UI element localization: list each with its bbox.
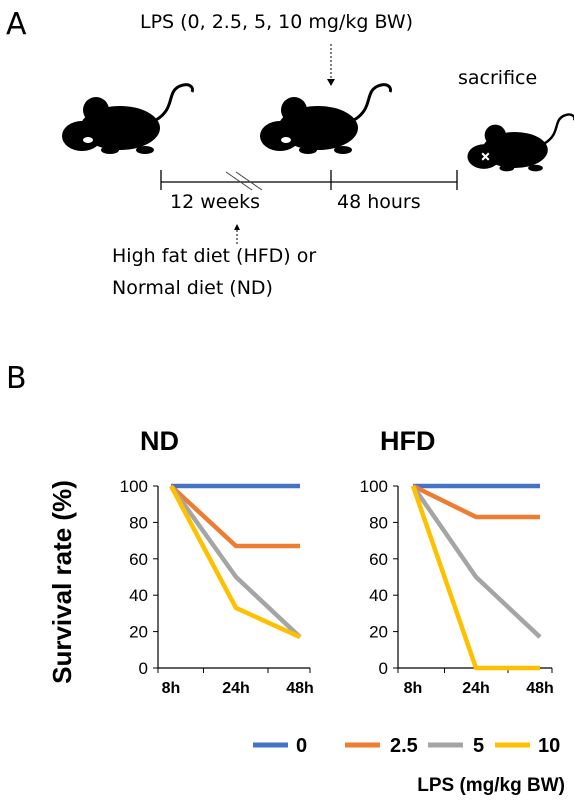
period-12-weeks: 12 weeks [170,191,260,213]
y-tick-label: 60 [369,550,388,569]
y-tick-label: 40 [369,586,388,605]
lps-arrow-head [327,79,335,86]
legend-entry: 10 [538,735,560,757]
y-tick-label: 20 [129,623,148,642]
series-line-2-5 [412,483,540,520]
period-48-hours: 48 hours [337,191,421,213]
x-tick-label: 24h [462,680,490,697]
y-tick-label: 100 [360,477,388,496]
legend-unit-label: LPS (mg/kg BW) [417,775,565,796]
mouse-start-icon [60,83,194,156]
chart-hfd: HFD 0 20 40 60 80 100 8h 24h 48h [360,426,554,697]
legend-entry: 2.5 [390,735,418,757]
chart-title: HFD [380,426,436,456]
y-axis-label: Survival rate (%) [47,480,77,684]
y-tick-label: 100 [120,477,148,496]
legend-entry: 0 [296,735,307,757]
sacrifice-text: sacrifice [458,67,537,89]
x-tick-label: 8h [162,680,181,697]
y-tick-label: 80 [369,513,388,532]
mouse-lps-icon [258,83,392,156]
panel-b-label: B [6,361,27,396]
series-line-10 [410,485,540,671]
y-tick-label: 40 [129,586,148,605]
mouse-sacrificed-icon [466,113,574,173]
diet-line-1: High fat diet (HFD) or [112,245,316,267]
y-tick-label: 20 [369,623,388,642]
x-tick-label: 24h [222,680,250,697]
y-tick-label: 80 [129,513,148,532]
chart-title: ND [140,426,179,456]
diet-line-2: Normal diet (ND) [112,277,273,299]
timeline-break-mark [225,171,253,191]
series-line-2-5 [169,484,300,549]
legend: 0 2.5 5 10 [253,735,560,757]
y-tick-label: 60 [129,550,148,569]
x-tick-label: 48h [526,680,554,697]
x-tick-label: 48h [286,680,314,697]
y-tick-label: 0 [379,659,388,678]
x-tick-label: 8h [404,680,423,697]
series-line-10 [169,484,301,640]
y-tick-label: 0 [139,659,148,678]
panel-a-label: A [6,7,27,42]
series-line-5 [169,484,302,639]
series-line-5 [411,484,542,639]
chart-nd: ND 0 20 40 60 80 100 8h 24h 48h [120,426,314,697]
legend-entry: 5 [473,735,484,757]
lps-dose-text: LPS (0, 2.5, 5, 10 mg/kg BW) [140,11,413,33]
